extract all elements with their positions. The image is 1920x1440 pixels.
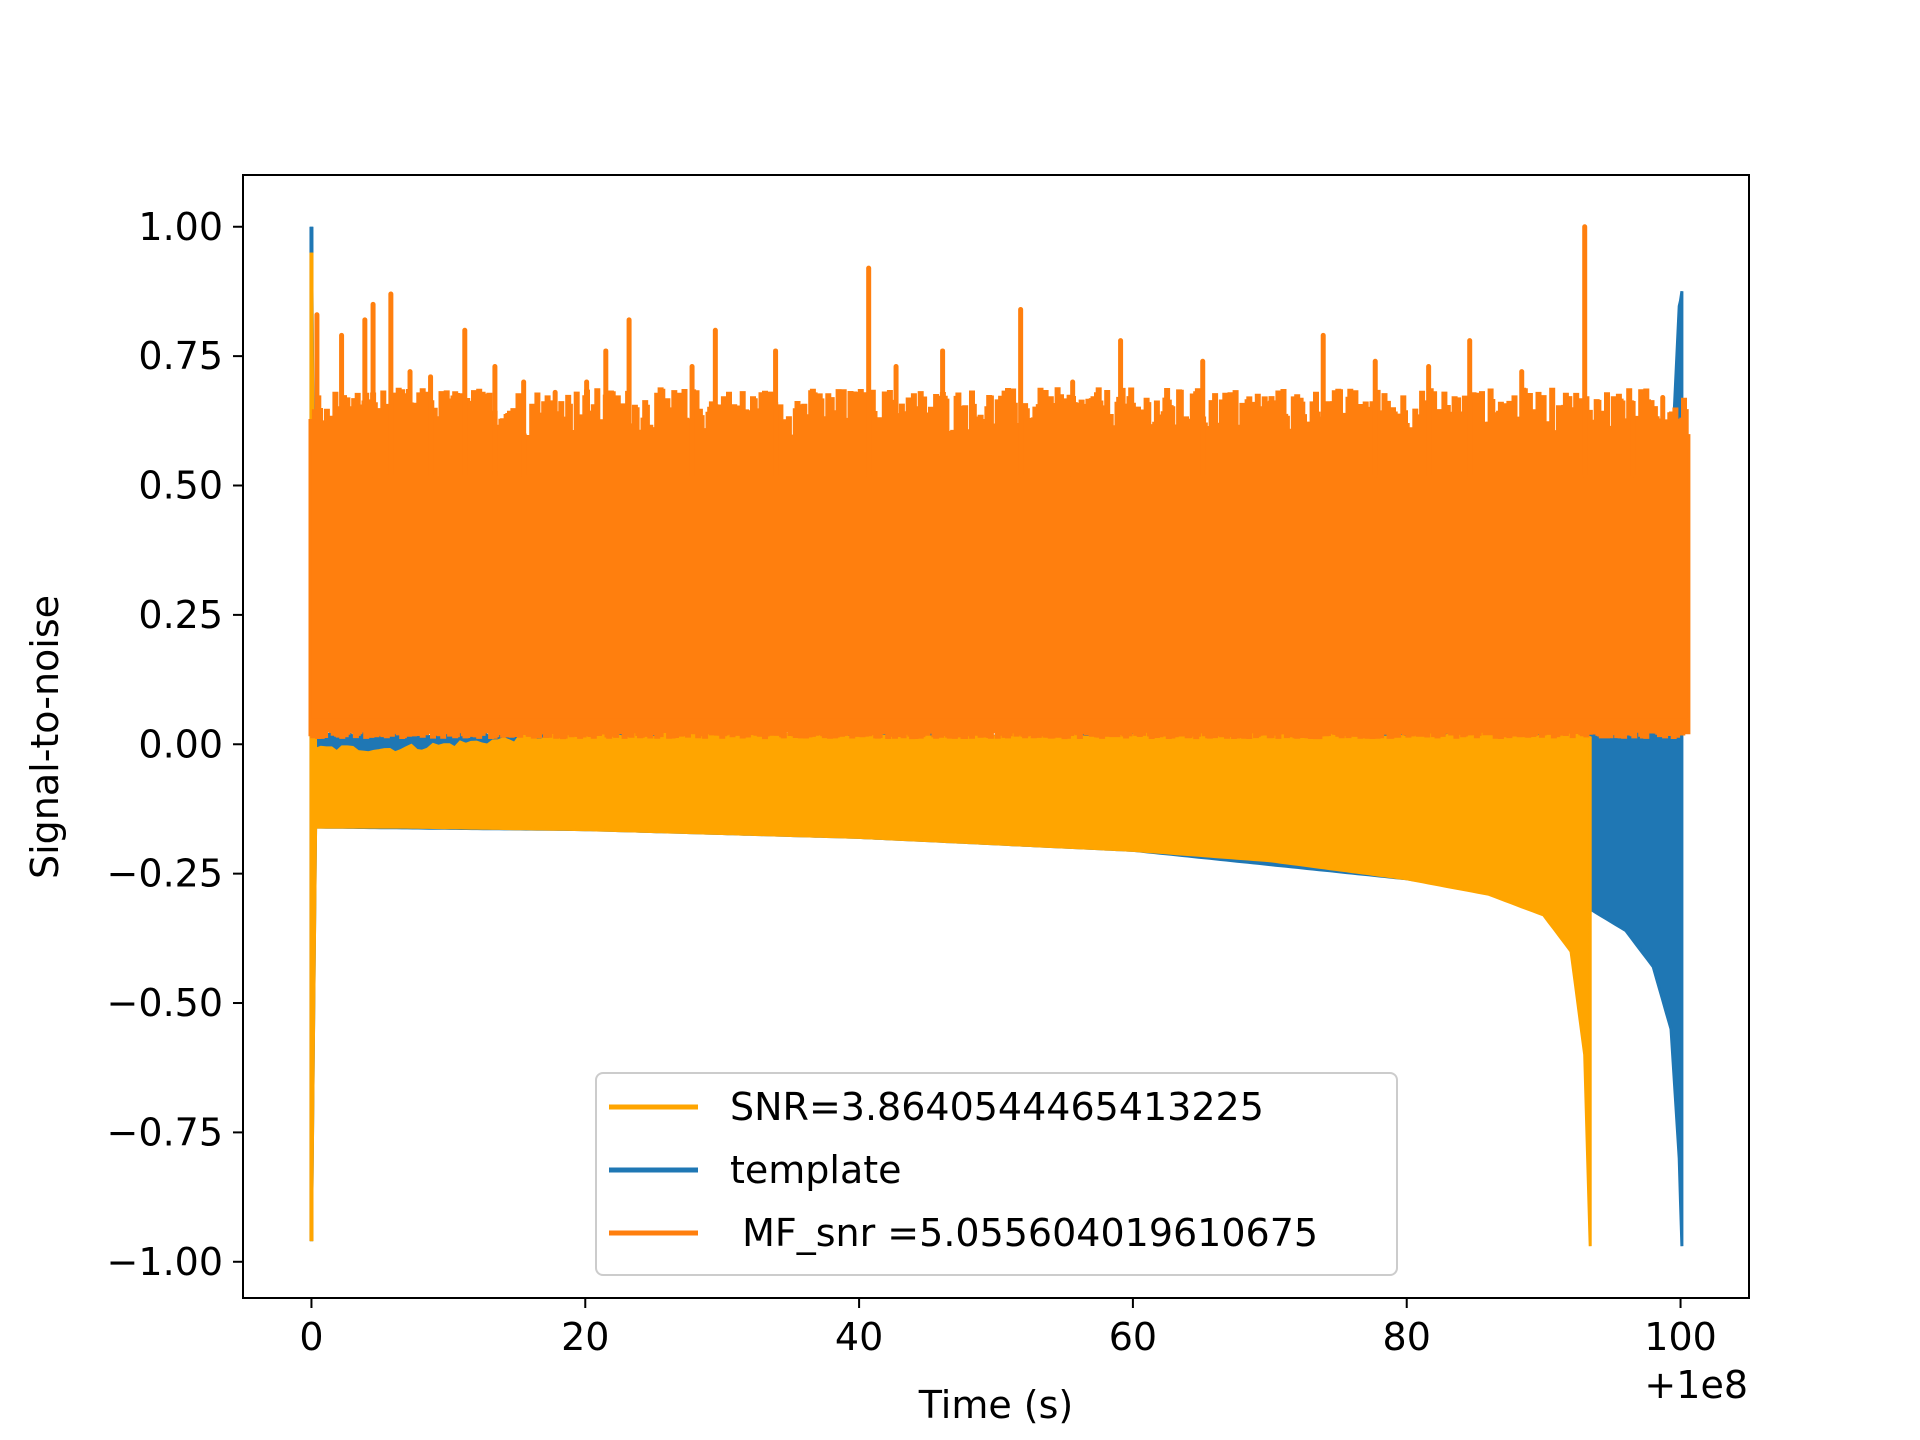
y-axis: −1.00 −0.75 −0.50 −0.25 0.00 0.25 0.50 0.75 1.00	[107, 205, 243, 1284]
x-tick-label: 20	[561, 1315, 609, 1359]
y-tick-label: 0.25	[138, 593, 223, 637]
series-2-noise-fill	[311, 449, 1688, 719]
legend-label-mf-snr: MF_snr =5.055604019610675	[730, 1211, 1318, 1255]
legend-label-template: template	[730, 1148, 902, 1192]
y-tick-label: −0.75	[107, 1110, 223, 1154]
y-tick-label: 0.75	[138, 334, 223, 378]
legend-box	[595, 1072, 1398, 1276]
y-tick-label: −0.50	[107, 981, 223, 1025]
x-tick-label: 80	[1383, 1315, 1431, 1359]
y-tick-label: −1.00	[107, 1240, 223, 1284]
y-axis-label: Signal-to-noise	[23, 595, 67, 879]
x-tick-label: 60	[1109, 1315, 1157, 1359]
y-tick-label: −0.25	[107, 852, 223, 896]
x-tick-label: 40	[835, 1315, 883, 1359]
x-axis-label: Time (s)	[918, 1383, 1074, 1427]
plot-series-layer	[308, 224, 1691, 1247]
y-tick-label: 0.00	[138, 722, 223, 766]
x-tick-label: 100	[1644, 1315, 1717, 1359]
plot-frame	[242, 174, 1750, 1299]
y-tick-label: 0.50	[138, 464, 223, 508]
series-2-noise	[308, 224, 1691, 740]
x-tick-label: 0	[299, 1315, 323, 1359]
x-axis-offset-label: +1e8	[1644, 1363, 1748, 1407]
legend: SNR=3.8640544465413225 template MF_snr =…	[595, 1072, 1398, 1276]
x-axis: 0 20 40 60 80 100	[299, 1298, 1717, 1359]
legend-label-snr: SNR=3.8640544465413225	[730, 1085, 1264, 1129]
y-tick-label: 1.00	[138, 205, 223, 249]
